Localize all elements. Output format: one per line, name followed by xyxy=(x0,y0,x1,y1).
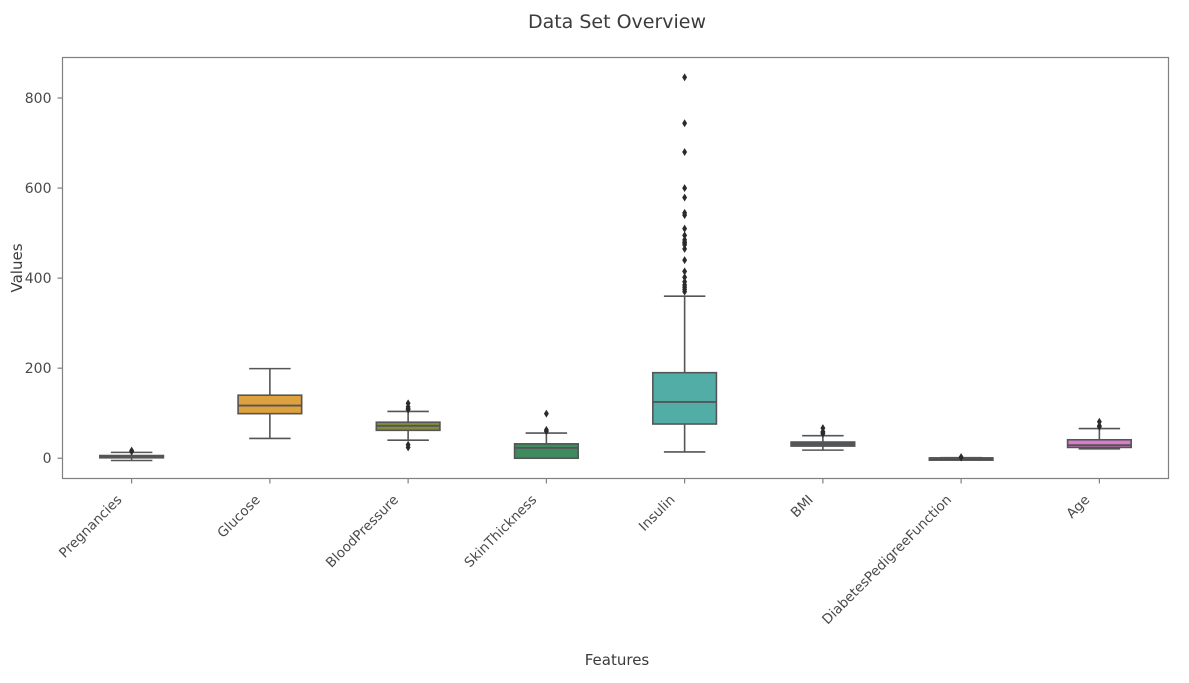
box-bmi xyxy=(790,424,856,451)
outlier-point xyxy=(682,235,688,244)
box-age xyxy=(1066,417,1132,450)
chart-title: Data Set Overview xyxy=(528,11,706,33)
outlier-point xyxy=(682,224,688,233)
outlier-point xyxy=(820,424,826,433)
box-body[interactable] xyxy=(513,443,579,460)
y-axis-ticks: 0 200 400 600 800 xyxy=(25,91,63,467)
box-skinthickness xyxy=(513,409,579,460)
y-tick-label: 800 xyxy=(25,91,52,107)
box-body[interactable] xyxy=(652,371,718,425)
outlier-point xyxy=(1096,421,1102,430)
outlier-point xyxy=(1096,417,1102,426)
y-tick-label: 200 xyxy=(25,361,52,377)
outlier-point xyxy=(682,208,688,217)
box-body[interactable] xyxy=(237,394,303,415)
box-pregnancies xyxy=(99,446,165,462)
outlier-point xyxy=(682,184,688,193)
box-plot-series xyxy=(99,73,1132,462)
outlier-point xyxy=(682,193,688,202)
outlier-point xyxy=(682,273,688,282)
y-tick-label: 400 xyxy=(25,271,52,287)
box-diabetespedigreefunction xyxy=(928,453,994,462)
box-body[interactable] xyxy=(1066,438,1132,449)
box-insulin xyxy=(652,73,718,453)
outlier-point xyxy=(682,256,688,265)
box-bloodpressure xyxy=(375,399,441,452)
y-tick-label: 0 xyxy=(43,451,52,467)
y-tick-label: 600 xyxy=(25,181,52,197)
outlier-point xyxy=(543,409,549,418)
outlier-point xyxy=(682,231,688,240)
outlier-point xyxy=(405,399,411,408)
outlier-point xyxy=(405,440,411,449)
outlier-point xyxy=(129,446,135,455)
outlier-point xyxy=(958,453,964,462)
y-axis-label: Values xyxy=(8,243,26,292)
outlier-point xyxy=(682,244,688,253)
outlier-point xyxy=(682,267,688,276)
x-axis-label: Features xyxy=(585,651,650,669)
outlier-point xyxy=(682,73,688,82)
outlier-point xyxy=(682,148,688,157)
outlier-point xyxy=(682,277,688,286)
axes-frame xyxy=(61,56,1170,480)
outlier-point xyxy=(682,119,688,128)
outlier-point xyxy=(543,425,549,434)
box-glucose xyxy=(237,367,303,440)
